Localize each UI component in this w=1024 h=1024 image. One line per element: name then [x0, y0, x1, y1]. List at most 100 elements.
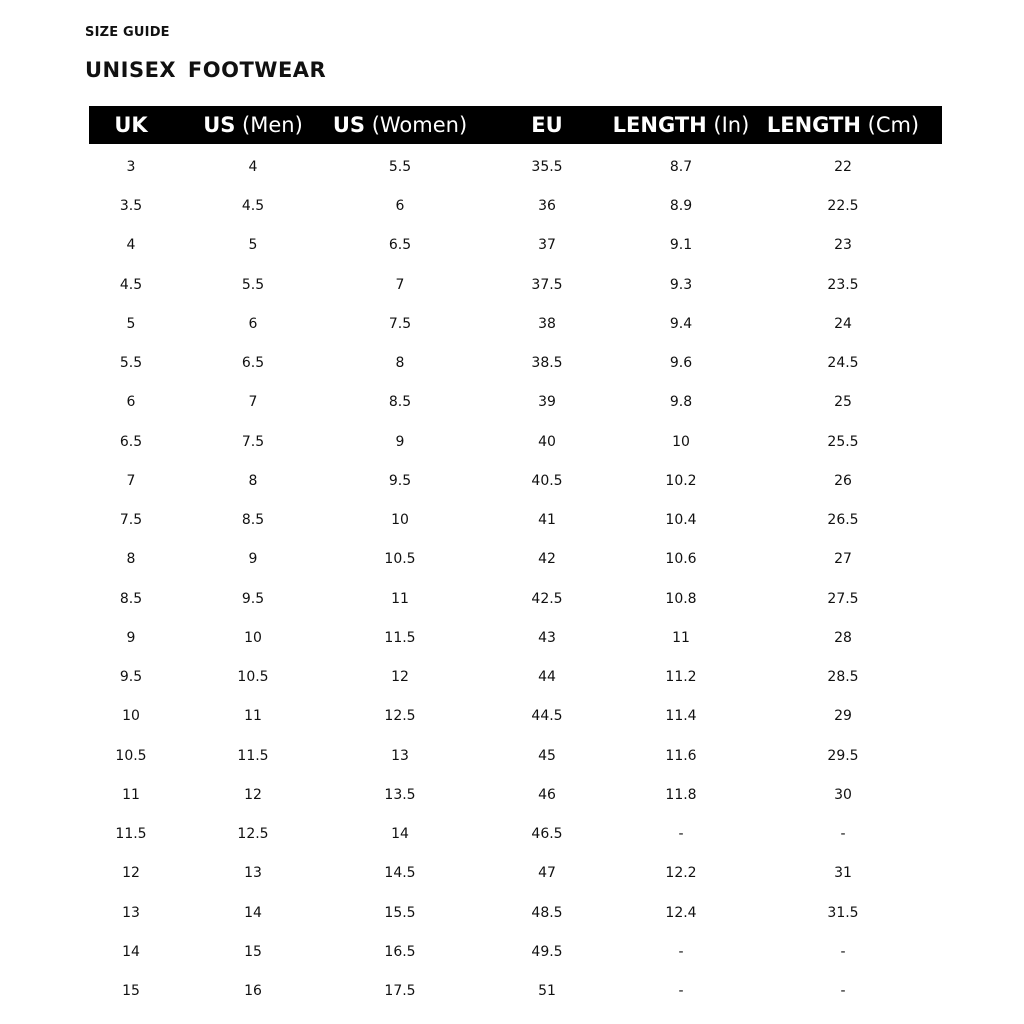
cell-length-in: 10 — [672, 433, 690, 450]
cell-us-men: 11.5 — [237, 747, 269, 764]
cell-us-women: 7.5 — [388, 315, 412, 332]
cell-us-women: 13 — [391, 747, 409, 764]
table-header: UK US (Men) US (Women) EU LENGTH (In) LENGTH … — [89, 106, 942, 144]
cell-eu: 42.5 — [531, 590, 563, 607]
cell-us-women: 6 — [395, 198, 405, 215]
cell-us-men: 5.5 — [241, 276, 265, 293]
cell-us-men: 4.5 — [241, 198, 265, 215]
cell-length-cm: 26 — [834, 472, 852, 489]
cell-length-in: 11.2 — [665, 669, 697, 686]
cell-length-in: 9.6 — [669, 355, 693, 372]
cell-uk: 4 — [126, 237, 136, 254]
cell-us-men: 6 — [248, 315, 258, 332]
cell-us-women: 11 — [391, 590, 409, 607]
cell-us-men: 8 — [248, 472, 258, 489]
page-title: UNISEX FOOTWEAR — [85, 58, 327, 82]
cell-length-cm: 25 — [834, 394, 852, 411]
cell-uk: 3 — [126, 159, 136, 175]
cell-us-women: 10 — [391, 512, 409, 529]
column-header-main: US — [203, 113, 236, 137]
cell-length-cm: 29.5 — [827, 747, 859, 764]
cell-uk: 8.5 — [119, 590, 143, 607]
cell-us-men: 10.5 — [237, 669, 269, 686]
cell-uk: 7 — [126, 472, 136, 489]
column-header-main: LENGTH — [766, 113, 861, 137]
column-header-unit: (Women) — [365, 113, 468, 137]
cell-uk: 14 — [122, 943, 140, 960]
cell-us-women: 8 — [395, 355, 405, 372]
cell-length-cm: 23.5 — [827, 276, 859, 293]
cell-uk: 11 — [122, 786, 140, 803]
cell-length-cm: 22 — [834, 159, 852, 175]
cell-eu: 42 — [538, 551, 556, 568]
cell-length-in: 10.8 — [665, 590, 697, 607]
cell-length-in: 9.8 — [669, 394, 693, 411]
cell-uk: 12 — [122, 865, 140, 882]
cell-uk: 3.5 — [119, 198, 143, 215]
cell-us-men: 7 — [248, 394, 258, 411]
cell-us-men: 12.5 — [237, 826, 269, 843]
column-header-us-men: US (Men) — [203, 106, 303, 144]
cell-us-women: 11.5 — [384, 629, 416, 646]
cell-length-cm: - — [840, 943, 846, 960]
cell-uk: 5.5 — [119, 355, 143, 372]
cell-eu: 47 — [538, 865, 556, 882]
cell-eu: 48.5 — [531, 904, 563, 921]
cell-eu: 41 — [538, 512, 556, 529]
column-header-main: EU — [531, 113, 563, 137]
cell-length-cm: 23 — [834, 237, 852, 254]
cell-eu: 38 — [538, 315, 556, 332]
cell-eu: 46.5 — [531, 826, 563, 843]
cell-length-cm: - — [840, 983, 846, 1000]
column-header-length-cm: LENGTH (Cm) — [767, 106, 919, 144]
cell-length-cm: 27 — [834, 551, 852, 568]
cell-us-women: 14 — [391, 826, 409, 843]
cell-length-in: 10.2 — [665, 472, 697, 489]
cell-length-in: 11.4 — [665, 708, 697, 725]
cell-length-in: 8.9 — [669, 198, 693, 215]
cell-length-cm: 22.5 — [827, 198, 859, 215]
cell-us-men: 13 — [244, 865, 262, 882]
cell-uk: 6 — [126, 394, 136, 411]
cell-us-men: 6.5 — [241, 355, 265, 372]
cell-us-men: 9 — [248, 551, 258, 568]
cell-length-in: 12.4 — [665, 904, 697, 921]
cell-length-in: 10.4 — [665, 512, 697, 529]
column-header-us-women: US (Women) — [333, 106, 467, 144]
cell-length-in: 11 — [672, 629, 690, 646]
cell-us-women: 9 — [395, 433, 405, 450]
cell-length-in: - — [678, 983, 684, 1000]
cell-us-women: 13.5 — [384, 786, 416, 803]
cell-length-cm: 29 — [834, 708, 852, 725]
cell-length-in: 8.7 — [669, 159, 693, 175]
cell-uk: 5 — [126, 315, 136, 332]
cell-us-men: 7.5 — [241, 433, 265, 450]
cell-eu: 46 — [538, 786, 556, 803]
cell-us-men: 10 — [244, 629, 262, 646]
cell-us-women: 14.5 — [384, 865, 416, 882]
cell-length-cm: 24 — [834, 315, 852, 332]
cell-us-women: 9.5 — [388, 472, 412, 489]
cell-uk: 10 — [122, 708, 140, 725]
cell-us-women: 15.5 — [384, 904, 416, 921]
cell-length-cm: 31 — [834, 865, 852, 882]
column-header-main: LENGTH — [612, 113, 707, 137]
cell-us-women: 16.5 — [384, 943, 416, 960]
cell-us-men: 14 — [244, 904, 262, 921]
cell-us-women: 10.5 — [384, 551, 416, 568]
cell-us-women: 17.5 — [384, 983, 416, 1000]
cell-uk: 13 — [122, 904, 140, 921]
cell-us-men: 16 — [244, 983, 262, 1000]
cell-us-men: 5 — [248, 237, 258, 254]
cell-length-in: 10.6 — [665, 551, 697, 568]
cell-us-women: 5.5 — [388, 159, 412, 175]
cell-length-cm: - — [840, 826, 846, 843]
cell-uk: 10.5 — [115, 747, 147, 764]
cell-us-men: 11 — [244, 708, 262, 725]
cell-uk: 11.5 — [115, 826, 147, 843]
cell-length-cm: 26.5 — [827, 512, 859, 529]
page-kicker: SIZE GUIDE — [85, 25, 170, 40]
cell-eu: 44 — [538, 669, 556, 686]
column-header-main: UK — [114, 113, 148, 137]
cell-length-cm: 28.5 — [827, 669, 859, 686]
